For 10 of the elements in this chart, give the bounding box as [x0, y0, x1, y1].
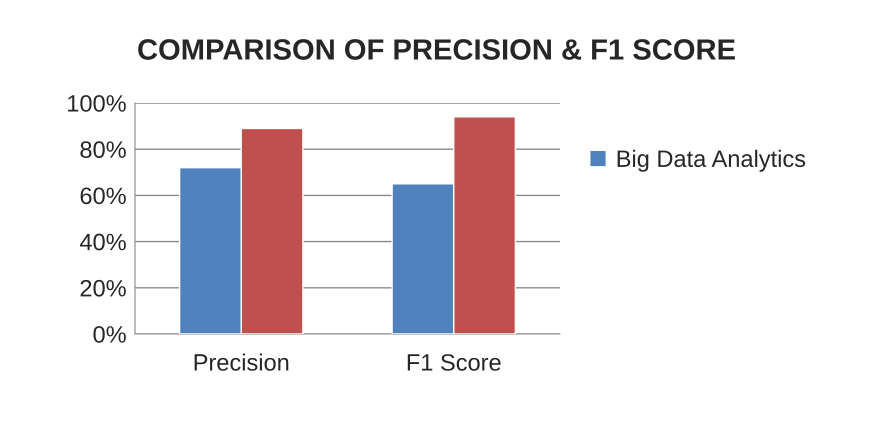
y-tick-label: 80%	[80, 141, 126, 158]
y-tick-label: 40%	[80, 234, 126, 250]
x-tick-label: F1 Score	[408, 354, 501, 371]
legend-label: Big Data Analytics	[618, 150, 806, 172]
chart-title: COMPARISON OF PRECISION & F1 SCORE	[138, 39, 735, 60]
y-tick-label: 60%	[80, 187, 126, 204]
x-tick-label: Precision	[194, 353, 288, 371]
y-tick-label: 100%	[68, 95, 126, 112]
y-tick-label: 20%	[80, 280, 126, 297]
y-tick-label: 0%	[93, 326, 126, 343]
